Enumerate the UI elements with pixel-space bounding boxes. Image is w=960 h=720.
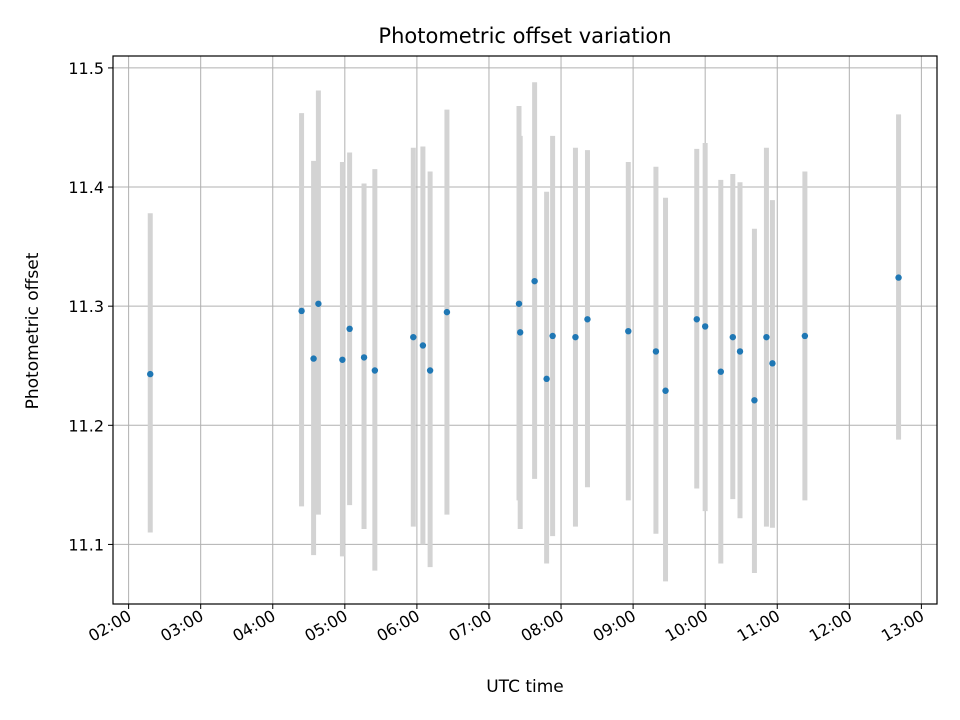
data-point bbox=[410, 333, 417, 341]
y-tick-label: 11.4 bbox=[68, 178, 104, 197]
data-point bbox=[419, 342, 427, 349]
data-point bbox=[625, 327, 632, 335]
data-point bbox=[652, 348, 660, 355]
data-point bbox=[584, 316, 591, 323]
data-point bbox=[549, 332, 556, 340]
plot-frame bbox=[112, 55, 938, 605]
data-point bbox=[371, 367, 379, 374]
data-point bbox=[717, 368, 724, 375]
data-point bbox=[515, 300, 523, 307]
data-point bbox=[315, 300, 322, 307]
data-point bbox=[310, 355, 317, 362]
point-layer bbox=[147, 274, 902, 404]
y-tick-label: 11.3 bbox=[68, 297, 104, 316]
x-axis-label: UTC time bbox=[486, 677, 564, 697]
data-point bbox=[769, 360, 776, 367]
chart-title: Photometric offset variation bbox=[378, 24, 671, 48]
data-point bbox=[531, 277, 538, 285]
data-point bbox=[801, 332, 809, 340]
data-point bbox=[516, 329, 524, 336]
data-point bbox=[572, 333, 579, 341]
y-axis-label: Photometric offset bbox=[23, 252, 43, 409]
data-point bbox=[736, 348, 744, 355]
data-point bbox=[426, 367, 434, 374]
data-point bbox=[662, 387, 669, 394]
data-point bbox=[895, 274, 902, 281]
data-point bbox=[339, 356, 346, 363]
data-point bbox=[693, 316, 700, 323]
data-point bbox=[729, 333, 737, 341]
data-point bbox=[360, 354, 368, 361]
y-tick-label: 11.1 bbox=[68, 535, 104, 554]
data-point bbox=[751, 397, 758, 404]
y-tick-label: 11.5 bbox=[68, 59, 104, 78]
data-point bbox=[543, 375, 550, 383]
data-point bbox=[763, 333, 770, 341]
data-point bbox=[346, 325, 353, 333]
y-tick-label: 11.2 bbox=[68, 416, 104, 435]
data-point bbox=[701, 323, 709, 330]
data-point bbox=[147, 370, 154, 378]
data-point bbox=[298, 307, 305, 315]
data-point bbox=[443, 308, 451, 316]
